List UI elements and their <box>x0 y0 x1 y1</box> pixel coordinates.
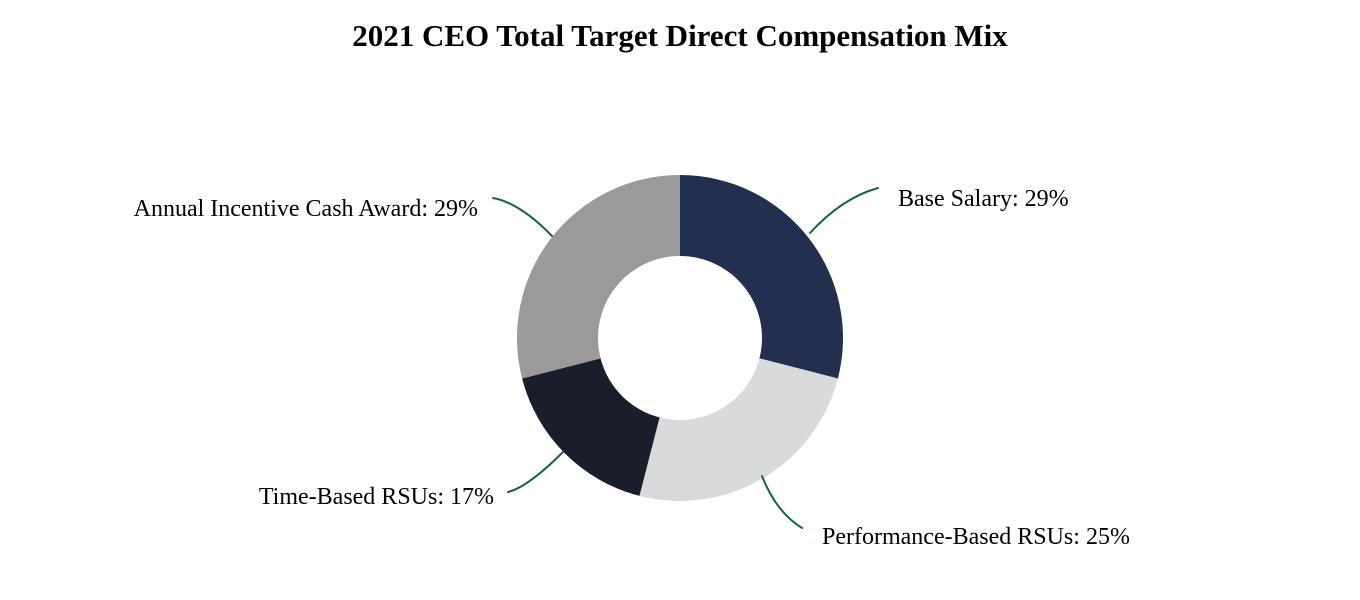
label-time-based-rsus: Time-Based RSUs: 17% <box>258 484 494 510</box>
donut-segments <box>516 175 844 502</box>
leader-line-performance-based <box>761 475 803 529</box>
leader-line-base-salary <box>809 187 879 234</box>
donut-segment-performance-based-rsus <box>639 358 838 502</box>
leader-line-time-based <box>507 451 564 493</box>
label-base-salary: Base Salary: 29% <box>898 186 1069 212</box>
label-annual-incentive-cash-award: Annual Incentive Cash Award: 29% <box>133 196 478 222</box>
donut-segment-annual-incentive-cash-award <box>516 175 680 379</box>
donut-segment-time-based-rsus <box>522 358 660 496</box>
label-performance-based-rsus: Performance-Based RSUs: 25% <box>822 524 1130 550</box>
donut-segment-base-salary <box>680 175 844 379</box>
leader-line-annual-incentive <box>492 197 553 237</box>
leader-lines <box>492 187 879 529</box>
chart-title: 2021 CEO Total Target Direct Compensatio… <box>352 18 1008 53</box>
